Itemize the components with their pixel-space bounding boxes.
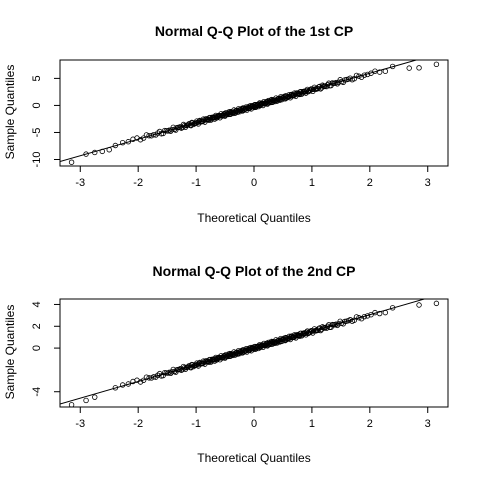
- x-tick-label: -2: [133, 418, 143, 430]
- data-point: [181, 122, 188, 129]
- data-point: [406, 65, 412, 71]
- data-point: [389, 305, 396, 311]
- x-tick-label: 1: [309, 418, 315, 430]
- data-point: [356, 73, 362, 79]
- data-point: [92, 394, 98, 400]
- data-point: [382, 68, 389, 74]
- data-point: [143, 132, 150, 138]
- x-tick-label: -1: [191, 177, 201, 189]
- data-point: [83, 151, 89, 157]
- y-axis-ticks-2: -4 0 2 4: [31, 301, 60, 397]
- data-points-1: [68, 61, 440, 165]
- data-point: [297, 333, 303, 339]
- data-point: [433, 61, 440, 68]
- data-point: [298, 88, 304, 95]
- chart-title-2: Normal Q-Q Plot of the 2nd CP: [152, 263, 355, 279]
- data-point: [68, 402, 75, 408]
- data-point: [298, 330, 304, 337]
- data-point: [140, 377, 147, 383]
- data-point: [106, 147, 112, 153]
- x-tick-label: 1: [309, 177, 315, 189]
- data-point: [297, 91, 303, 98]
- y-tick-label: -5: [31, 128, 43, 138]
- x-axis-ticks-2: -3 -2 -1 0 1 2 3: [75, 407, 431, 430]
- data-point: [119, 139, 126, 146]
- x-tick-label: 3: [425, 418, 431, 430]
- data-point: [333, 79, 339, 86]
- data-point: [334, 322, 341, 329]
- data-point: [112, 142, 119, 149]
- data-point: [389, 63, 396, 70]
- data-point: [166, 369, 172, 376]
- qq-panel-1: Normal Q-Q Plot of the 1st CP Theoretica…: [3, 23, 449, 225]
- data-point: [206, 359, 212, 365]
- x-tick-label: -1: [191, 418, 201, 430]
- y-tick-label: -10: [31, 152, 43, 168]
- data-points-2: [68, 300, 440, 408]
- x-tick-label: 0: [251, 177, 257, 189]
- data-point: [119, 382, 126, 388]
- x-tick-label: 2: [367, 418, 373, 430]
- x-axis-label-2: Theoretical Quantiles: [197, 451, 310, 465]
- data-point: [356, 315, 362, 321]
- data-point: [92, 149, 98, 156]
- data-point: [181, 365, 188, 371]
- qq-panel-2: Normal Q-Q Plot of the 2nd CP Theoretica…: [3, 263, 449, 465]
- data-point: [376, 69, 383, 75]
- data-point: [99, 148, 105, 155]
- y-tick-label: 4: [31, 301, 43, 307]
- data-point: [361, 313, 368, 320]
- x-tick-label: -3: [75, 418, 85, 430]
- data-point: [112, 385, 119, 391]
- data-point: [137, 379, 144, 385]
- y-axis-label-2: Sample Quantiles: [3, 305, 17, 400]
- data-point: [416, 65, 422, 71]
- data-point: [364, 71, 371, 78]
- data-point: [166, 127, 172, 133]
- data-point: [353, 72, 360, 79]
- x-tick-label: 0: [251, 418, 257, 430]
- data-point: [361, 72, 368, 78]
- data-point: [83, 397, 89, 404]
- data-point: [321, 325, 328, 331]
- chart-title-1: Normal Q-Q Plot of the 1st CP: [155, 23, 353, 39]
- data-point: [206, 117, 212, 123]
- y-tick-label: 5: [31, 75, 43, 81]
- plot-box-2: [59, 298, 449, 408]
- data-point: [125, 139, 132, 145]
- plot-box-1: [59, 59, 449, 167]
- data-point: [433, 300, 440, 307]
- y-tick-label: 0: [31, 345, 43, 351]
- data-point: [353, 314, 360, 320]
- data-point: [137, 137, 144, 143]
- x-tick-label: -3: [75, 177, 85, 189]
- data-point: [160, 372, 166, 379]
- data-point: [416, 302, 422, 308]
- data-point: [143, 374, 150, 380]
- x-axis-ticks-1: -3 -2 -1 0 1 2 3: [75, 166, 431, 189]
- x-tick-label: 2: [367, 177, 373, 189]
- y-axis-label-1: Sample Quantiles: [3, 65, 17, 160]
- data-point: [382, 309, 389, 316]
- x-axis-label-1: Theoretical Quantiles: [197, 211, 310, 225]
- data-point: [334, 81, 341, 87]
- data-point: [376, 310, 383, 317]
- y-tick-label: -4: [31, 387, 43, 397]
- y-tick-label: 0: [31, 102, 43, 108]
- x-tick-label: -2: [133, 177, 143, 189]
- data-point: [68, 159, 75, 165]
- data-point: [140, 135, 147, 141]
- data-point: [364, 313, 371, 319]
- data-point: [125, 381, 132, 387]
- data-point: [160, 130, 166, 137]
- data-point: [333, 321, 339, 327]
- y-tick-label: 2: [31, 323, 43, 329]
- y-axis-ticks-1: -10 -5 0 5: [31, 75, 60, 167]
- x-tick-label: 3: [425, 177, 431, 189]
